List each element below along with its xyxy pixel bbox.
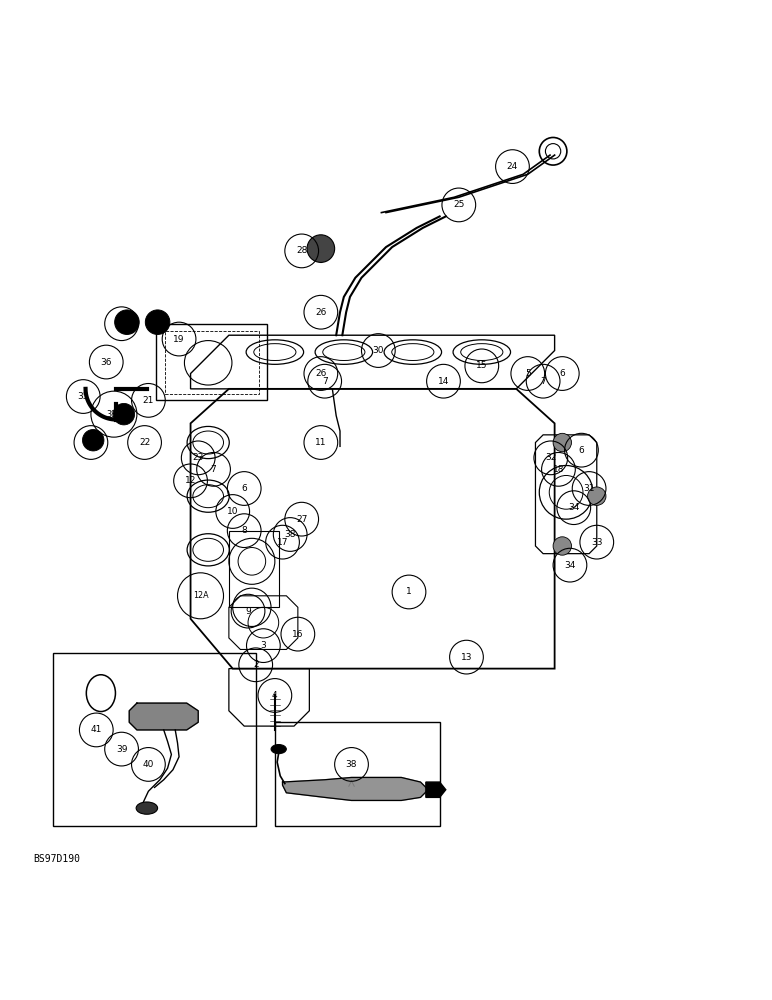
Polygon shape <box>426 782 445 797</box>
Bar <box>52 653 256 826</box>
Text: 30: 30 <box>373 346 384 355</box>
Circle shape <box>145 310 170 334</box>
Text: 36: 36 <box>100 358 112 367</box>
Text: 22: 22 <box>139 438 151 447</box>
Text: 6: 6 <box>578 446 584 455</box>
Text: BS97D190: BS97D190 <box>33 854 80 864</box>
Text: 1: 1 <box>406 587 412 596</box>
Text: 23: 23 <box>192 453 204 462</box>
Text: 37: 37 <box>85 438 96 447</box>
Text: 6: 6 <box>560 369 565 378</box>
Text: 27: 27 <box>296 515 307 524</box>
Circle shape <box>307 235 334 262</box>
Text: 7: 7 <box>322 377 327 386</box>
Text: 38: 38 <box>346 760 357 769</box>
Text: 6: 6 <box>242 484 247 493</box>
Circle shape <box>587 487 606 505</box>
Circle shape <box>113 403 134 425</box>
Text: 26: 26 <box>315 369 327 378</box>
Text: 7: 7 <box>540 377 546 386</box>
Text: 38: 38 <box>284 530 296 539</box>
Text: 28: 28 <box>296 246 307 255</box>
Text: 35: 35 <box>77 392 89 401</box>
Text: 10: 10 <box>227 507 239 516</box>
Text: 38A: 38A <box>107 410 122 419</box>
Circle shape <box>553 537 571 555</box>
Text: 39: 39 <box>116 745 127 754</box>
Polygon shape <box>283 777 428 800</box>
Circle shape <box>83 429 104 451</box>
Text: 32: 32 <box>545 453 557 462</box>
Text: 16: 16 <box>292 630 303 639</box>
Text: 34: 34 <box>568 503 580 512</box>
Text: 21: 21 <box>143 396 154 405</box>
Text: 9: 9 <box>245 607 251 616</box>
Bar <box>229 531 279 607</box>
Text: 5: 5 <box>525 369 530 378</box>
Text: 12A: 12A <box>193 591 208 600</box>
Text: 41: 41 <box>90 725 102 734</box>
Text: 3: 3 <box>260 641 266 650</box>
Text: 12: 12 <box>185 476 196 485</box>
Text: 7: 7 <box>211 465 216 474</box>
Text: 24: 24 <box>507 162 518 171</box>
Polygon shape <box>129 703 198 730</box>
Bar <box>165 331 259 394</box>
Text: 2: 2 <box>253 660 259 669</box>
Text: 15: 15 <box>476 361 488 370</box>
Text: 14: 14 <box>438 377 449 386</box>
Text: 34: 34 <box>564 561 576 570</box>
Text: 26: 26 <box>315 308 327 317</box>
Text: 31: 31 <box>584 484 595 493</box>
Text: 40: 40 <box>143 760 154 769</box>
Text: 20: 20 <box>116 319 127 328</box>
Text: 4: 4 <box>272 691 278 700</box>
Text: 25: 25 <box>453 200 465 209</box>
Circle shape <box>115 310 139 334</box>
Text: 19: 19 <box>173 335 185 344</box>
Bar <box>275 722 439 826</box>
Text: 8: 8 <box>242 526 247 535</box>
Text: 17: 17 <box>277 538 288 547</box>
Ellipse shape <box>271 744 286 754</box>
Text: 11: 11 <box>315 438 327 447</box>
Text: 18: 18 <box>553 465 564 474</box>
Text: 13: 13 <box>461 653 472 662</box>
Text: 33: 33 <box>591 538 602 547</box>
Ellipse shape <box>136 802 157 814</box>
Circle shape <box>553 433 571 452</box>
